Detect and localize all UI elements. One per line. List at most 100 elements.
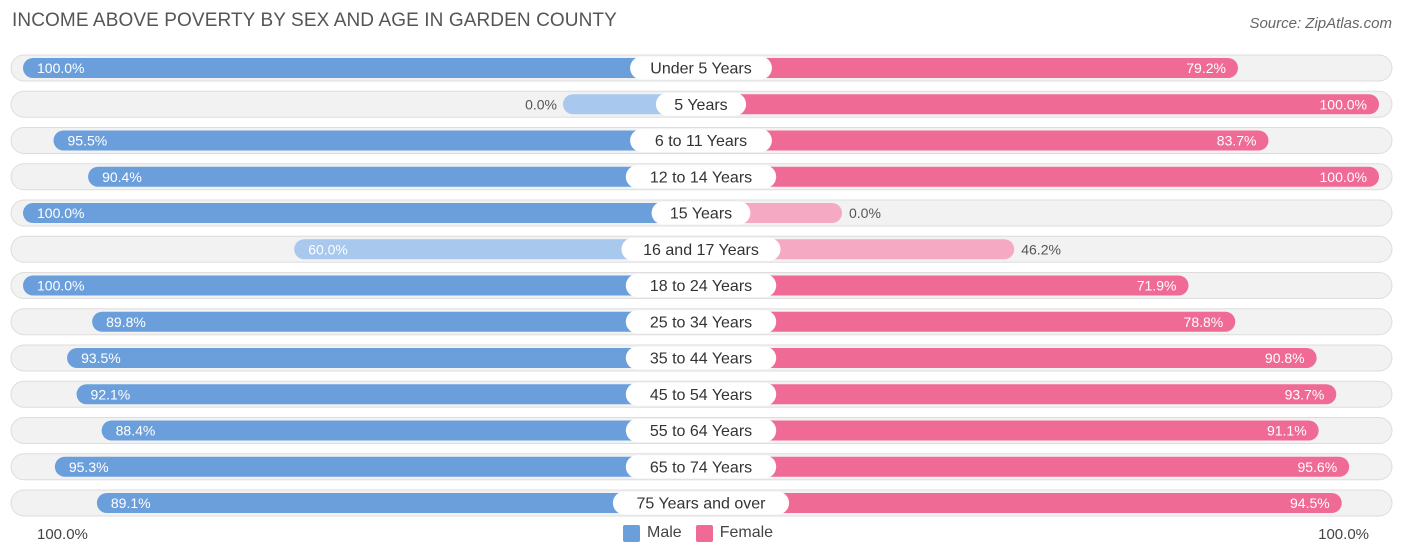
category-label: 18 to 24 Years <box>650 278 752 295</box>
value-label-male: 93.5% <box>81 350 121 366</box>
bar-female <box>701 311 1236 332</box>
bar-male <box>76 384 701 405</box>
category-label: 35 to 44 Years <box>650 351 752 368</box>
legend-label-female: Female <box>719 524 774 541</box>
bar-female <box>701 384 1337 405</box>
bar-male <box>88 166 701 187</box>
category-label: 75 Years and over <box>637 496 767 513</box>
value-label-female: 93.7% <box>1285 386 1325 402</box>
bar-female <box>701 348 1317 368</box>
value-label-male: 88.4% <box>116 423 156 439</box>
bar-male <box>23 203 701 223</box>
category-pill <box>612 491 790 515</box>
category-pill <box>630 56 772 80</box>
legend-item-male[interactable]: Male <box>623 524 682 542</box>
category-label: 15 Years <box>670 206 732 223</box>
category-label: 45 to 54 Years <box>650 387 752 404</box>
value-label-male: 90.4% <box>102 169 142 185</box>
bar-female <box>701 420 1319 441</box>
bar-row[interactable]: 100.0% 71.9% 18 to 24 Years <box>10 272 1393 299</box>
bar-female <box>701 493 1342 513</box>
legend-item-female[interactable]: Female <box>695 524 774 542</box>
value-label-female: 78.8% <box>1184 314 1224 330</box>
bar-male <box>67 348 701 368</box>
chart-title: INCOME ABOVE POVERTY BY SEX AND AGE IN G… <box>12 10 617 31</box>
category-pill <box>625 310 777 334</box>
bar-row[interactable]: 92.1% 93.7% 45 to 54 Years <box>10 380 1393 408</box>
legend: Male Female <box>623 524 779 542</box>
value-label-female: 100.0% <box>1320 96 1367 112</box>
category-pill <box>625 165 777 189</box>
value-label-male: 89.1% <box>111 495 151 511</box>
category-label: 25 to 34 Years <box>650 314 752 331</box>
bar-row[interactable]: 93.5% 90.8% 35 to 44 Years <box>10 344 1393 372</box>
value-label-female: 79.2% <box>1186 60 1226 76</box>
bar-male <box>23 275 701 296</box>
category-label: 65 to 74 Years <box>650 459 752 476</box>
category-pill <box>625 382 777 406</box>
category-label: 5 Years <box>674 97 727 114</box>
value-label-female: 83.7% <box>1217 133 1257 149</box>
bar-row[interactable]: 100.0% 79.2% Under 5 Years <box>10 54 1393 82</box>
bar-female <box>701 166 1379 187</box>
value-label-male: 100.0% <box>37 60 84 76</box>
bar-male <box>54 456 701 477</box>
value-label-male: 100.0% <box>37 278 84 294</box>
bar-male <box>53 130 701 151</box>
value-label-male: 100.0% <box>37 205 84 221</box>
category-pill <box>630 129 772 152</box>
bar-row[interactable]: 88.4% 91.1% 55 to 64 Years <box>10 417 1393 444</box>
value-label-male: 60.0% <box>308 241 348 257</box>
value-label-female: 0.0% <box>849 205 881 221</box>
bar-row[interactable]: 100.0% 0.0% 15 Years <box>10 199 1393 227</box>
value-label-female: 100.0% <box>1320 169 1367 185</box>
value-label-male: 95.5% <box>68 133 108 149</box>
category-label: 12 to 14 Years <box>650 169 752 186</box>
value-label-male: 92.1% <box>91 386 131 402</box>
bar-row[interactable]: 95.5% 83.7% 6 to 11 Years <box>10 127 1393 154</box>
source-note: Source: ZipAtlas.com <box>1249 15 1392 32</box>
bar-male <box>23 58 701 78</box>
value-label-female: 91.1% <box>1267 423 1307 439</box>
category-pill <box>651 201 751 225</box>
category-pill <box>625 419 777 442</box>
value-label-female: 94.5% <box>1290 495 1330 511</box>
bar-row[interactable]: 60.0% 46.2% 16 and 17 Years <box>10 235 1393 263</box>
bar-female <box>701 456 1350 477</box>
legend-label-male: Male <box>647 524 682 541</box>
category-label: Under 5 Years <box>650 61 751 78</box>
legend-swatch-male <box>623 524 640 542</box>
value-label-male: 89.8% <box>106 314 146 330</box>
bar-row[interactable]: 89.8% 78.8% 25 to 34 Years <box>10 308 1393 336</box>
bar-female <box>701 58 1238 78</box>
bar-male <box>92 311 701 332</box>
diverging-bar-chart: 100.0% 79.2% Under 5 Years 0.0% 100.0% 5 Year… <box>10 54 1393 517</box>
bar-row[interactable]: 90.4% 100.0% 12 to 14 Years <box>10 163 1393 191</box>
category-label: 6 to 11 Years <box>655 133 747 150</box>
category-label: 16 and 17 Years <box>643 242 759 259</box>
category-pill <box>655 92 747 116</box>
bar-row[interactable]: 0.0% 100.0% 5 Years <box>10 90 1393 118</box>
category-label: 55 to 64 Years <box>650 423 752 440</box>
category-pill <box>625 346 777 370</box>
axis-right-label: 100.0% <box>1318 526 1369 543</box>
value-label-female: 71.9% <box>1137 278 1177 294</box>
value-label-female: 46.2% <box>1021 241 1061 257</box>
bar-male <box>96 493 702 513</box>
bar-row[interactable]: 95.3% 95.6% 65 to 74 Years <box>10 453 1393 481</box>
value-label-male: 0.0% <box>525 96 557 112</box>
axis-left-label: 100.0% <box>37 526 88 543</box>
category-pill <box>625 274 777 297</box>
category-pill <box>625 455 777 479</box>
value-label-female: 95.6% <box>1297 459 1337 475</box>
legend-swatch-female <box>695 524 713 542</box>
bar-female <box>701 275 1189 296</box>
bar-male <box>294 239 701 260</box>
bar-row[interactable]: 89.1% 94.5% 75 Years and over <box>10 489 1393 517</box>
bar-female <box>701 94 1379 115</box>
bar-female <box>701 130 1269 151</box>
category-pill <box>621 237 781 261</box>
value-label-female: 90.8% <box>1265 350 1305 366</box>
value-label-male: 95.3% <box>69 459 109 475</box>
bar-male <box>101 420 701 441</box>
